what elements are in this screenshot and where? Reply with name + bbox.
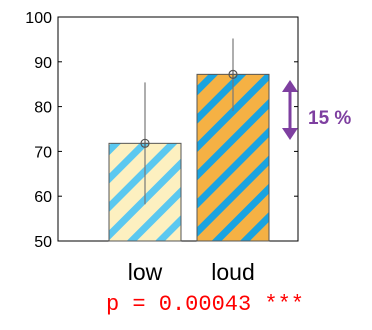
y-tick-label: 80 [34, 100, 52, 117]
difference-label: 15 % [308, 108, 351, 129]
difference-annotation: 15 % [282, 80, 351, 140]
y-tick-label: 70 [34, 144, 52, 161]
bars: low loud [108, 73, 270, 285]
difference-arrow-head-up [282, 80, 298, 92]
error-bars [140, 38, 238, 205]
y-tick-label: 60 [34, 189, 52, 206]
y-tick-label: 50 [34, 234, 52, 251]
x-tick-label: low [128, 259, 163, 285]
y-tick-label: 90 [34, 55, 52, 72]
difference-arrow-head-down [282, 128, 298, 140]
y-tick-label: 100 [25, 10, 52, 27]
p-value-label: p = 0.00043 *** [106, 292, 304, 317]
x-tick-label: loud [211, 259, 254, 285]
